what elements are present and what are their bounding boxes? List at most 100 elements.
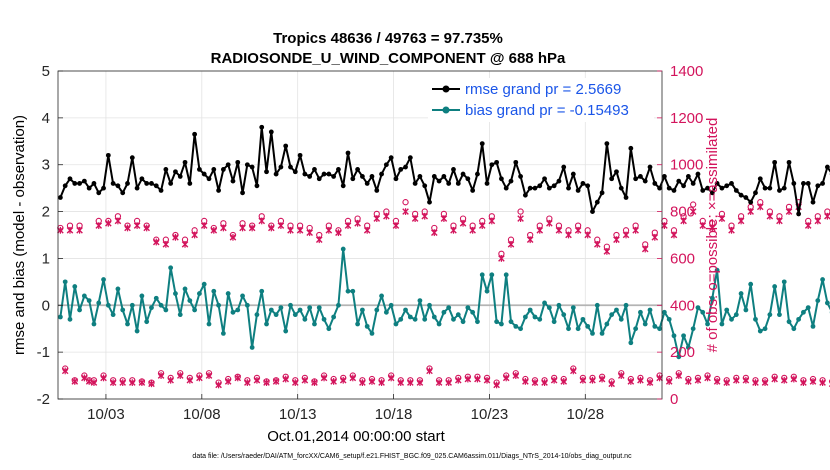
bias-point	[316, 305, 322, 311]
bias-point	[451, 316, 456, 322]
bias-point	[168, 265, 174, 271]
rmse-point	[666, 185, 672, 191]
rmse-point	[638, 174, 643, 179]
bias-point	[173, 291, 178, 296]
obs-assimilated-point	[407, 379, 414, 386]
rmse-point	[700, 188, 706, 193]
rmse-point	[580, 181, 586, 186]
rmse-point	[110, 181, 116, 186]
obs-count-layer	[57, 199, 830, 389]
obs-assimilated-point	[550, 376, 558, 384]
legend-bias-marker	[442, 106, 450, 114]
obs-assimilated-point	[416, 379, 424, 386]
rmse-point	[379, 171, 384, 177]
obs-assimilated-point	[555, 226, 563, 234]
obs-assimilated-point	[119, 379, 127, 386]
obs-assimilated-point	[718, 215, 726, 222]
bias-point	[820, 277, 825, 282]
bias-point	[604, 321, 610, 327]
obs-assimilated-point	[608, 380, 615, 388]
obs-assimilated-point	[756, 203, 764, 211]
y-right-tick-label: 0	[670, 391, 678, 408]
bias-point	[388, 302, 394, 308]
rmse-point	[709, 190, 715, 196]
bias-point	[240, 293, 245, 299]
bias-point	[494, 319, 500, 325]
rmse-point	[412, 181, 418, 186]
rmse-point	[393, 176, 399, 182]
bias-point	[225, 291, 231, 296]
obs-assimilated-point	[392, 222, 400, 230]
rmse-point	[192, 131, 198, 137]
rmse-point	[144, 181, 150, 186]
rmse-point	[120, 190, 126, 196]
bias-point	[283, 328, 289, 334]
rmse-point	[791, 181, 797, 186]
bias-point	[412, 316, 418, 322]
bias-point	[436, 321, 442, 327]
bias-point	[609, 312, 615, 318]
obs-possible-point	[690, 201, 697, 208]
obs-assimilated-point	[771, 375, 778, 383]
obs-assimilated-point	[709, 224, 716, 232]
bias-point	[288, 302, 293, 308]
rmse-point	[503, 185, 509, 191]
bias-point	[614, 307, 619, 313]
bias-point	[777, 312, 782, 318]
rmse-point	[455, 181, 461, 186]
bias-point	[599, 331, 605, 336]
bias-point	[177, 312, 183, 318]
obs-assimilated-point	[354, 219, 361, 227]
rmse-point	[96, 190, 102, 196]
bias-point	[767, 312, 773, 318]
obs-assimilated-point	[637, 376, 644, 384]
bias-point	[590, 331, 595, 336]
obs-assimilated-point	[546, 219, 553, 227]
rmse-point	[283, 143, 289, 149]
obs-assimilated-point	[186, 376, 194, 384]
rmse-point	[427, 199, 432, 205]
legend: rmse grand pr = 2.5669 bias grand pr = -…	[428, 78, 654, 122]
obs-assimilated-point	[675, 372, 683, 379]
rmse-point	[676, 178, 682, 184]
bias-point	[709, 295, 715, 301]
bias-point	[149, 305, 154, 311]
rmse-point	[398, 167, 404, 172]
ticks-layer: -2 -1 0 1 2 3 4 5 0 200 400 600 800 1000 1200 1400 10/03…	[37, 63, 704, 423]
obs-assimilated-point	[215, 381, 222, 389]
obs-assimilated-point	[450, 226, 457, 234]
obs-assimilated-point	[656, 374, 663, 382]
rmse-point	[321, 171, 327, 177]
obs-assimilated-point	[66, 226, 74, 234]
obs-assimilated-point	[359, 379, 366, 386]
obs-possible-point	[402, 199, 409, 206]
rmse-point	[824, 164, 830, 170]
obs-assimilated-point	[76, 226, 83, 234]
legend-rmse-label: rmse grand pr = 2.5669	[465, 81, 621, 98]
bias-point	[475, 319, 480, 325]
obs-assimilated-point	[210, 226, 218, 234]
obs-assimilated-point	[196, 374, 203, 382]
bias-point	[144, 319, 150, 325]
obs-assimilated-point	[129, 379, 136, 386]
bias-point	[618, 316, 624, 322]
rmse-point	[796, 211, 802, 217]
bias-point	[719, 321, 725, 327]
rmse-point	[422, 183, 428, 189]
rmse-point	[609, 176, 615, 182]
obs-assimilated-point	[162, 240, 170, 248]
obs-assimilated-point	[172, 233, 179, 241]
obs-assimilated-point	[704, 374, 711, 382]
rmse-point	[177, 174, 183, 179]
bias-point	[690, 326, 696, 332]
y-left-tick-label: 4	[42, 110, 50, 127]
rmse-point	[173, 169, 178, 175]
bias-point	[647, 307, 653, 313]
obs-assimilated-point	[325, 226, 333, 234]
bias-point	[297, 307, 303, 313]
rmse-point	[264, 169, 269, 175]
obs-assimilated-point	[776, 217, 783, 225]
rmse-point	[67, 176, 73, 182]
obs-assimilated-point	[287, 226, 294, 234]
rmse-point	[355, 167, 361, 172]
